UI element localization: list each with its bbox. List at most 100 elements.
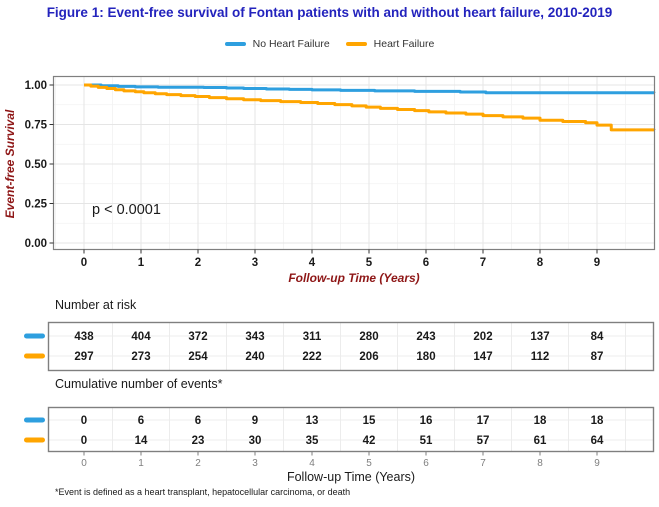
x-tick-label: 0: [81, 257, 87, 269]
risk-value: 17: [477, 415, 490, 427]
legend-label-heart-failure: Heart Failure: [373, 38, 435, 50]
legend: No Heart Failure Heart Failure: [0, 38, 659, 50]
bottom-time-axis: 0 1 2 3 4 5 6 7 8 9: [81, 451, 600, 469]
x-tick-label: 9: [594, 257, 600, 269]
risk-value: 23: [192, 435, 205, 447]
risk-value: 254: [188, 351, 208, 363]
risk-value: 0: [81, 415, 87, 427]
risk-value: 147: [473, 351, 492, 363]
y-tick-label: 0.50: [25, 159, 47, 171]
risk-value: 180: [416, 351, 435, 363]
risk-value: 343: [245, 331, 264, 343]
x-tick-label: 7: [480, 257, 486, 269]
risk-value: 222: [302, 351, 321, 363]
survival-curves: [84, 83, 656, 132]
risk-value: 202: [473, 331, 492, 343]
bottom-axis-tick-label: 8: [537, 458, 543, 469]
risk-value: 6: [138, 415, 144, 427]
panel-border: [52, 75, 656, 251]
km-curve-no-heart-failure: [84, 83, 656, 95]
risk-value: 112: [531, 351, 550, 363]
x-tick-label: 4: [309, 257, 316, 269]
risk-value: 273: [131, 351, 150, 363]
risk-value: 438: [74, 331, 94, 343]
risk-value: 57: [477, 435, 490, 447]
risk-value: 404: [131, 331, 151, 343]
y-tick-label: 0.00: [25, 238, 47, 250]
risk-value: 18: [534, 415, 547, 427]
risk-value: 240: [245, 351, 264, 363]
table-grid-lines: [49, 322, 653, 371]
bottom-axis-tick-label: 2: [195, 458, 201, 469]
figure-title: Figure 1: Event-free survival of Fontan …: [46, 5, 613, 20]
risk-value: 372: [188, 331, 207, 343]
p-value-annotation: p < 0.0001: [92, 202, 161, 218]
number-at-risk-title: Number at risk: [55, 298, 137, 312]
legend-item-heart-failure: Heart Failure: [345, 38, 435, 50]
risk-value: 206: [359, 351, 378, 363]
no-heart-failure-row-swatch: [24, 333, 45, 339]
risk-value: 0: [81, 435, 87, 447]
number-at-risk-table: 438 404 372 343 311 280 243 202 137 84 297 273 254 24…: [24, 321, 655, 372]
bottom-x-axis-label: Follow-up Time (Years): [287, 470, 415, 484]
bottom-axis-tick-label: 7: [480, 458, 486, 469]
axis-tick-labels: 0 1 2 3 4 5 6 7 8 9 0.00 0.25 0.50 0.75 1.00: [25, 80, 601, 269]
risk-value: 84: [591, 331, 604, 343]
risk-value: 243: [416, 331, 435, 343]
risk-value: 51: [420, 435, 433, 447]
x-tick-label: 5: [366, 257, 373, 269]
footnote: *Event is defined as a heart transplant,…: [55, 487, 351, 497]
risk-value: 13: [306, 415, 319, 427]
cumulative-events-title: Cumulative number of events*: [55, 377, 223, 391]
risk-value: 280: [359, 331, 378, 343]
km-survival-plot: 0 1 2 3 4 5 6 7 8 9 0.00 0.25 0.50 0.75 1.00 p < 0.000…: [3, 75, 656, 285]
bottom-axis-tick-label: 3: [252, 458, 258, 469]
risk-value: 6: [195, 415, 201, 427]
x-tick-label: 2: [195, 257, 201, 269]
risk-value: 137: [530, 331, 549, 343]
risk-value: 297: [74, 351, 93, 363]
bottom-axis-tick-label: 9: [594, 458, 600, 469]
heart-failure-line-swatch: [345, 41, 367, 47]
risk-value: 16: [420, 415, 433, 427]
x-tick-label: 1: [138, 257, 145, 269]
x-tick-label: 8: [537, 257, 544, 269]
risk-value: 311: [303, 331, 322, 343]
bottom-axis-tick-label: 1: [138, 458, 144, 469]
bottom-axis-tick-label: 5: [366, 458, 372, 469]
table-frame: [47, 321, 655, 372]
y-tick-label: 0.25: [25, 199, 48, 211]
heart-failure-row-swatch: [24, 353, 45, 359]
legend-label-no-heart-failure: No Heart Failure: [252, 38, 330, 50]
axis-ticks: [49, 84, 598, 254]
risk-value: 15: [363, 415, 376, 427]
y-axis-title: Event-free Survival: [3, 109, 17, 218]
bottom-axis-tick-label: 0: [81, 458, 87, 469]
x-tick-label: 3: [252, 257, 258, 269]
table-frame: [47, 406, 655, 453]
risk-value: 87: [591, 351, 604, 363]
risk-value: 64: [591, 435, 604, 447]
bottom-axis-tick-label: 4: [309, 458, 315, 469]
x-axis-title: Follow-up Time (Years): [288, 271, 419, 285]
risk-value: 42: [363, 435, 376, 447]
risk-value: 35: [306, 435, 319, 447]
y-tick-label: 1.00: [25, 80, 47, 92]
bottom-axis-tick-label: 6: [423, 458, 429, 469]
risk-value: 18: [591, 415, 604, 427]
risk-value: 61: [534, 435, 547, 447]
table-values: 438 404 372 343 311 280 243 202 137 84 297 273 254 24…: [74, 331, 604, 363]
table-grid-lines: [49, 407, 653, 452]
x-tick-label: 6: [423, 257, 429, 269]
y-tick-label: 0.75: [25, 120, 48, 132]
risk-value: 14: [135, 435, 148, 447]
legend-item-no-heart-failure: No Heart Failure: [224, 38, 330, 50]
no-heart-failure-line-swatch: [224, 41, 246, 47]
heart-failure-row-swatch: [24, 437, 45, 443]
table-values: 0 6 6 9 13 15 16 17 18 18 0 14 23 30 35 42 51 57 61 64: [81, 415, 604, 447]
no-heart-failure-row-swatch: [24, 417, 45, 423]
km-curve-heart-failure: [84, 83, 656, 132]
risk-value: 9: [252, 415, 258, 427]
